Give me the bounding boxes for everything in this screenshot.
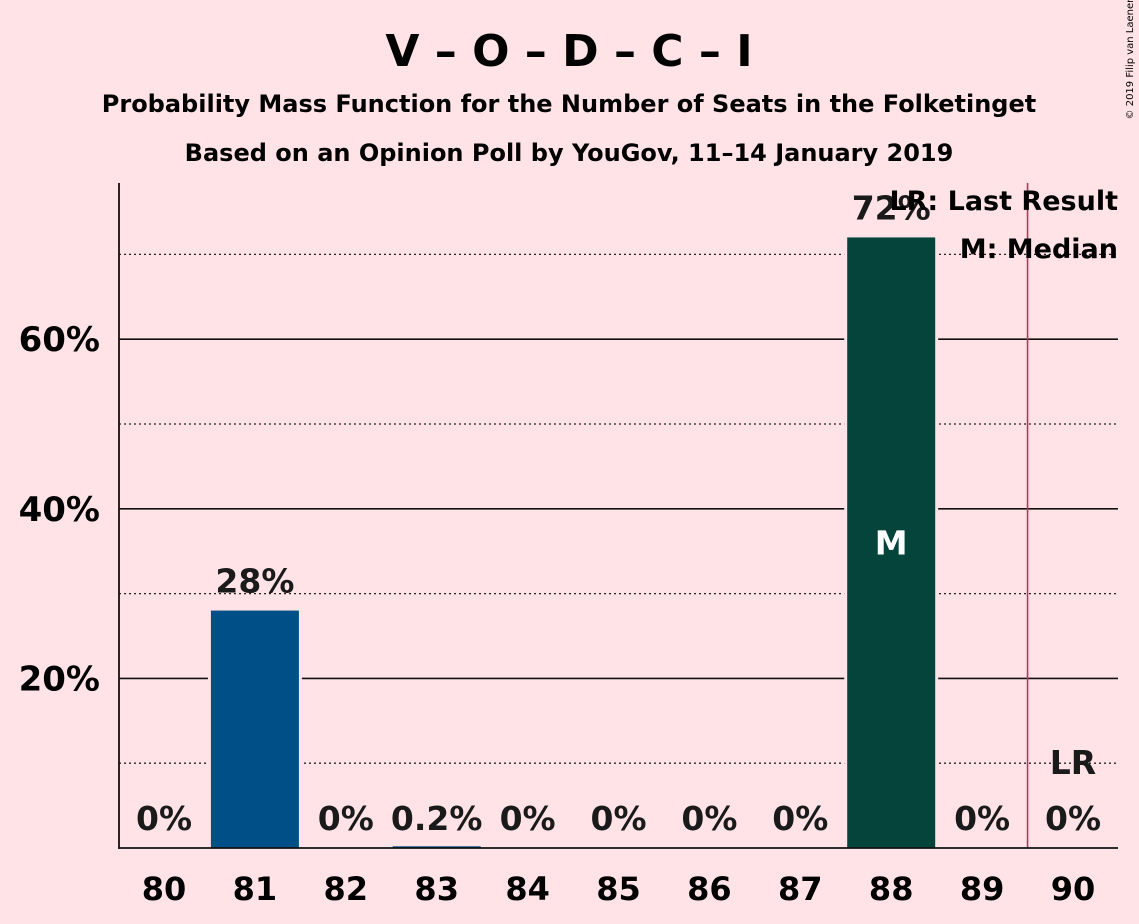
chart-subtitle-1: Probability Mass Function for the Number…: [102, 90, 1036, 118]
y-tick-label: 20%: [19, 659, 100, 699]
x-tick-label-83: 83: [414, 870, 459, 908]
x-tick-label-80: 80: [142, 870, 187, 908]
axes: 20% 40% 60% 80 81 82 83 84 85 86 87 88 89 90: [19, 183, 1118, 908]
x-tick-label-89: 89: [960, 870, 1005, 908]
y-tick-label: 60%: [19, 320, 100, 360]
copyright-note: © 2019 Filip van Laenen: [1125, 0, 1136, 119]
x-tick-label-87: 87: [778, 870, 823, 908]
legend-median: M: Median: [960, 234, 1118, 265]
x-tick-label-82: 82: [324, 870, 369, 908]
x-tick-label-90: 90: [1051, 870, 1096, 908]
bar-label-87: 0%: [772, 799, 828, 838]
y-tick-label: 40%: [19, 490, 100, 530]
bar-label-82: 0%: [318, 799, 374, 838]
chart-markers: M LR: [875, 183, 1096, 848]
x-tick-label-84: 84: [505, 870, 550, 908]
x-tick-label-81: 81: [233, 870, 278, 908]
chart-subtitle-2: Based on an Opinion Poll by YouGov, 11–1…: [185, 139, 954, 167]
x-tick-label-85: 85: [596, 870, 641, 908]
bar-81: [210, 610, 299, 848]
bar-label-81: 28%: [215, 562, 294, 601]
legend-last-result: LR: Last Result: [889, 186, 1118, 217]
bar-88: [847, 237, 936, 848]
bar-label-80: 0%: [136, 799, 192, 838]
bar-label-84: 0%: [500, 799, 556, 838]
x-tick-label-88: 88: [869, 870, 914, 908]
bar-label-86: 0%: [681, 799, 737, 838]
last-result-marker: LR: [1050, 743, 1096, 782]
bar-label-85: 0%: [590, 799, 646, 838]
bar-label-89: 0%: [954, 799, 1010, 838]
chart-title: V – O – D – C – I: [385, 26, 752, 77]
bar-label-83: 0.2%: [391, 799, 483, 838]
x-tick-label-86: 86: [687, 870, 732, 908]
bars: 0% 28% 0% 0.2% 0% 0% 0% 0% 72% 0% 0%: [136, 188, 1101, 848]
median-marker: M: [875, 524, 908, 563]
bar-label-90: 0%: [1045, 799, 1101, 838]
bar-label-88: 72%: [852, 188, 931, 227]
